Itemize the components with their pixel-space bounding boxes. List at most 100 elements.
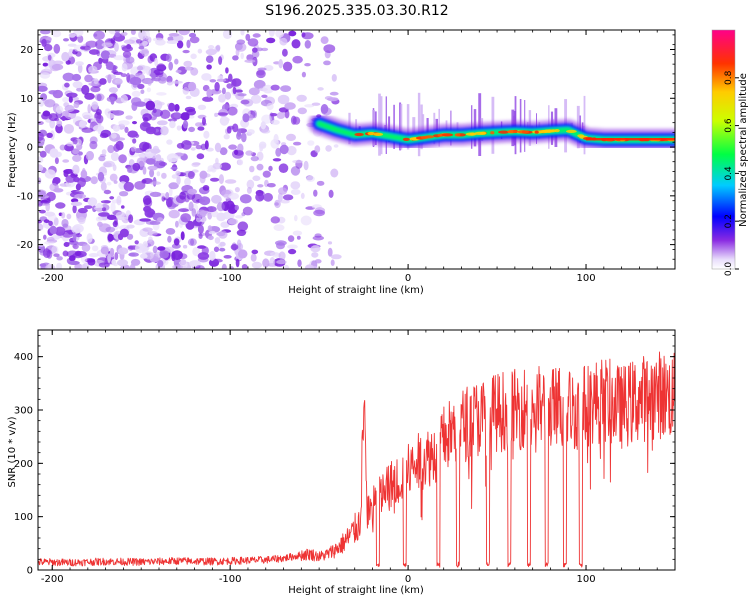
noise-blob [110,152,119,162]
noise-blob [135,39,142,44]
noise-blob [109,247,115,258]
noise-blob [56,262,63,269]
noise-blob [178,30,190,36]
noise-blob [96,94,102,101]
spectral-hotspot [354,132,364,137]
x-tick-label: -200 [41,273,64,284]
noise-blob [158,76,167,84]
noise-blob [250,253,257,262]
spectral-hotspot [534,130,539,134]
noise-blob [278,163,289,173]
noise-blob [160,126,169,136]
noise-blob [80,46,86,50]
noise-blob [169,120,176,129]
noise-blob [317,87,324,91]
noise-blob [252,110,257,119]
noise-blob [38,100,45,107]
noise-blob [38,223,44,231]
noise-blob [47,213,57,221]
colorbar-frame [711,29,736,270]
noise-blob [42,248,51,259]
noise-blob [189,115,195,119]
noise-blob [261,114,272,124]
noise-blob [145,100,156,111]
noise-blob [62,159,70,163]
noise-blob [202,96,214,102]
noise-blob [188,32,197,38]
noise-blob [128,214,134,224]
noise-blob [247,38,259,47]
noise-blob [142,227,153,232]
noise-blob [61,51,70,62]
noise-blob [130,30,136,35]
noise-blob [219,241,226,247]
noise-blob [99,132,109,139]
noise-blob [313,189,318,197]
noise-blob [44,65,51,71]
noise-blob [282,61,293,72]
noise-blob [81,84,90,95]
noise-blob [72,243,79,250]
noise-blob [128,252,136,257]
noise-blob [107,233,114,242]
noise-blob [333,144,339,148]
noise-blob [149,191,162,197]
noise-blob [239,194,252,204]
noise-blob [186,39,191,49]
noise-blob [211,194,222,204]
noise-blob [292,55,303,64]
noise-blob [178,208,189,213]
noise-blob [95,39,105,50]
noise-blob [76,87,83,92]
y-tick-label: -10 [17,191,33,202]
noise-blob [81,243,91,252]
noise-blob [236,39,246,45]
spectral-hotspot [454,133,461,137]
noise-blob [174,104,180,112]
noise-blob [145,126,157,135]
noise-blob [224,179,237,184]
noise-blob [98,155,106,162]
noise-blob [123,39,135,44]
noise-blob [204,140,209,150]
noise-blob [126,72,131,83]
noise-blob [93,30,105,40]
noise-blob [211,210,219,218]
noise-blob [270,113,278,117]
noise-blob [86,233,93,243]
noise-blob [51,63,64,71]
noise-blob [246,179,255,189]
spectral-hotspot [465,132,477,136]
noise-blob [266,102,274,111]
noise-blob [54,226,66,236]
noise-blob [119,228,129,238]
noise-blob [101,42,113,48]
noise-blob [176,40,184,49]
noise-blob [188,126,196,133]
noise-blob [223,254,232,259]
noise-blob [77,207,88,214]
noise-blob [214,237,221,244]
noise-blob [61,212,66,219]
noise-blob [114,78,123,84]
noise-blob [237,93,247,97]
x-tick-label: 0 [405,574,411,585]
noise-blob [46,132,53,138]
noise-blob [227,106,238,116]
snr-line [38,351,675,568]
noise-blob [51,30,62,38]
noise-blob [64,82,70,88]
noise-blob [166,153,179,163]
noise-blob [67,260,80,265]
noise-blob [123,181,134,192]
noise-blob [235,258,240,268]
noise-blob [196,153,205,160]
noise-blob [274,199,281,209]
noise-blob [313,209,325,217]
noise-blob [124,126,129,133]
noise-blob [100,200,111,204]
noise-blob [201,73,212,81]
spectral-hotspot [480,131,487,135]
noise-blob [330,259,335,267]
noise-blob [291,39,301,49]
